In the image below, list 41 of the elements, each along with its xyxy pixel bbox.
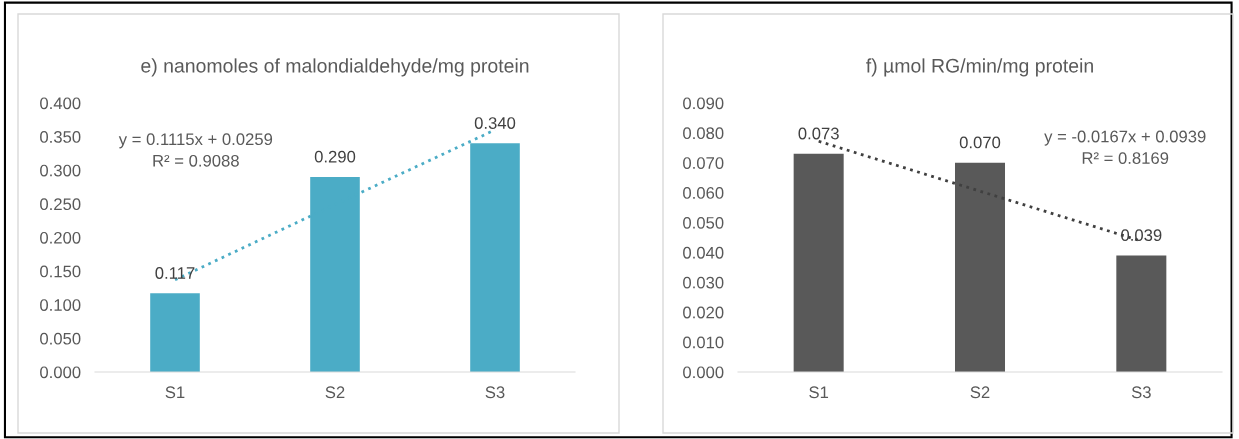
bar [954, 162, 1006, 372]
y-tick-label: 0.060 [683, 187, 724, 199]
y-tick-label: 0.030 [683, 276, 724, 289]
chart-title: e) nanomoles of malondialdehyde/mg protein [141, 58, 529, 77]
y-tick-label: 0.080 [683, 127, 724, 140]
bar [150, 293, 200, 372]
bar [793, 153, 844, 372]
y-tick-label: 0.200 [40, 231, 81, 244]
y-tick-label: 0.010 [683, 336, 724, 349]
data-label: 0.340 [474, 117, 516, 129]
x-tick-label: S1 [165, 386, 185, 399]
data-label: 0.039 [1121, 229, 1162, 242]
x-tick-label: S2 [970, 386, 990, 399]
y-tick-label: 0.250 [40, 198, 81, 211]
y-tick-label: 0.050 [683, 216, 724, 229]
annotation: R² = 0.8169 [1082, 152, 1169, 164]
annotation: y = 0.1115x + 0.0259 [118, 133, 273, 149]
annotation: y = -0.0167x + 0.0939 [1044, 130, 1206, 146]
y-tick-label: 0.100 [40, 299, 81, 311]
data-label: 0.070 [959, 136, 1001, 149]
y-tick-label: 0.050 [40, 332, 81, 345]
y-tick-label: 0.090 [683, 97, 724, 110]
y-tick-label: 0.300 [40, 164, 81, 177]
y-tick-label: 0.400 [40, 97, 81, 110]
y-tick-label: 0.000 [683, 366, 724, 379]
annotation: R² = 0.9088 [153, 154, 239, 167]
y-tick-label: 0.040 [683, 246, 724, 259]
data-label: 0.073 [798, 127, 839, 140]
data-label: 0.290 [314, 150, 356, 163]
chart-title: f) µmol RG/min/mg protein [866, 58, 1093, 77]
x-tick-label: S3 [485, 386, 505, 399]
data-label: 0.117 [155, 267, 195, 279]
bar [1116, 255, 1167, 372]
x-tick-label: S1 [809, 386, 829, 399]
x-tick-label: S2 [325, 386, 345, 399]
y-tick-label: 0.070 [683, 157, 724, 169]
y-tick-label: 0.150 [40, 265, 81, 278]
y-tick-label: 0.020 [683, 306, 724, 319]
y-tick-label: 0.350 [40, 131, 81, 143]
y-tick-label: 0.000 [40, 366, 81, 379]
x-tick-label: S3 [1131, 386, 1151, 399]
